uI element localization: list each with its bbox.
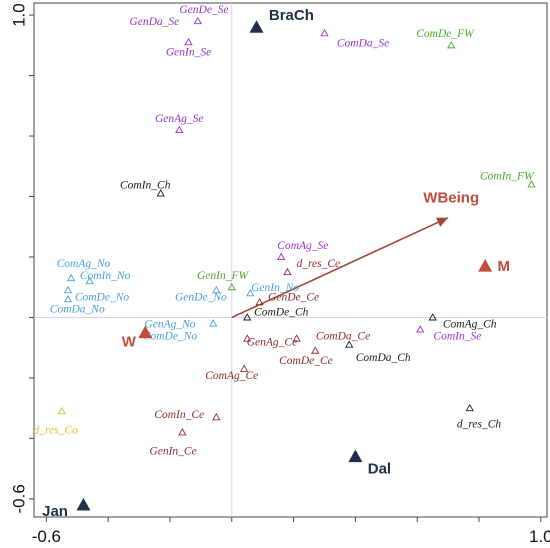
species-label: d_res_Ce [296, 258, 340, 270]
species-label: ComAg_Se [277, 240, 328, 252]
site-marker-dal [348, 449, 363, 463]
vector-arrow-layer: WBeing [231, 190, 479, 319]
species-point-comag-se [277, 252, 286, 260]
species-label: GenIn_No [251, 282, 299, 294]
species-point-comde-fw [447, 41, 456, 49]
site-marker-brach [249, 20, 264, 33]
species-label: GenAg_No [144, 318, 195, 330]
species-label: GenDe_Ce [268, 291, 319, 303]
species-point-gende-ce [255, 298, 264, 306]
species-point-genin-ce [178, 428, 187, 436]
site-markers-layer: BraCh Dal Jan [42, 7, 391, 520]
species-label: ComDa_No [50, 303, 105, 315]
species-point-gende-no [212, 285, 221, 294]
y-tick-label: 1.0 [9, 3, 28, 27]
species-label: ComDe_No [143, 331, 198, 343]
species-label: ComDe_Ce [279, 355, 333, 367]
wbeing-arrow-label: WBeing [423, 190, 479, 207]
species-label: ComAg_No [57, 258, 111, 270]
species-point-gende-se [193, 16, 202, 25]
species-point-genin-se [184, 37, 193, 46]
species-point-comda-ce [292, 334, 301, 342]
species-point-genag-ce [243, 334, 252, 342]
species-label: d_res_Ch [457, 418, 502, 430]
site-label: BraCh [269, 7, 314, 24]
species-point-genag-se [175, 125, 184, 133]
species-point-comda-no [63, 294, 73, 303]
species-point-comde-ce [311, 346, 320, 354]
species-point-comag-no [66, 273, 76, 282]
species-label: ComDe_FW [416, 28, 475, 40]
species-point-comde-ch [243, 313, 252, 321]
species-label: GenDa_Se [129, 16, 179, 28]
species-point-d-res-co [57, 406, 66, 415]
species-label: ComDe_Ch [254, 306, 309, 318]
species-label: GenAg_Se [155, 113, 204, 125]
site-label: Jan [42, 503, 68, 520]
species-point-comag-ch [428, 313, 437, 321]
x-tick-label: -0.6 [32, 527, 61, 546]
species-label: ComDa_Se [337, 37, 389, 49]
species-label: ComDe_No [75, 291, 130, 303]
species-label: ComIn_Ce [154, 409, 204, 421]
species-label: GenIn_Ce [149, 445, 196, 457]
species-label: GenIn_Se [166, 46, 211, 58]
plot-frame [33, 2, 548, 518]
species-point-comin-no [85, 276, 94, 285]
y-axis-ticks: 1.0 -0.6 [9, 3, 34, 514]
species-point-genag-no [209, 319, 218, 327]
species-point-comag-ce [239, 364, 249, 372]
species-label: GenIn_FW [197, 270, 250, 282]
species-label: ComIn_FW [480, 170, 535, 182]
species-point-genin-fw [227, 282, 236, 291]
environment-markers-layer: MW [122, 258, 510, 351]
species-label: ComIn_Se [433, 331, 481, 343]
species-label: ComIn_Ch [120, 179, 171, 191]
species-label: d_res_Co [33, 424, 78, 436]
species-point-comin-se [416, 325, 425, 333]
y-tick-label: -0.6 [9, 484, 28, 513]
species-point-comda-se [320, 28, 329, 37]
species-label: ComDa_Ce [316, 331, 370, 343]
species-point-d-res-ce [283, 267, 292, 276]
species-point-comin-fw [527, 180, 536, 188]
species-point-comin-ch [156, 189, 165, 197]
wbeing-arrow-head [436, 217, 449, 227]
species-label: ComAg_Ch [443, 318, 497, 330]
species-label: ComDa_Ch [356, 352, 411, 364]
species-point-comin-ce [212, 412, 221, 421]
env-label: M [498, 258, 511, 275]
species-point-comda-ch [345, 340, 354, 348]
species-label: GenAg_Ce [247, 337, 297, 349]
env-marker-w [138, 325, 153, 339]
species-label: GenDe_Se [179, 4, 228, 16]
species-label: ComIn_No [80, 270, 131, 282]
wbeing-arrow-shaft [231, 216, 449, 319]
x-axis-ticks: -0.6 1.0 [32, 517, 550, 546]
species-point-comde-no [63, 285, 73, 294]
site-marker-jan [76, 497, 91, 511]
env-marker-m [478, 259, 493, 272]
site-label: Dal [368, 461, 391, 478]
species-label: GenDe_No [175, 291, 227, 303]
species-point-d-res-ch [465, 403, 474, 412]
x-tick-label: 1.0 [529, 527, 550, 546]
env-label: W [122, 334, 137, 351]
species-point-genin-no [246, 288, 255, 297]
species-label: ComAg_Ce [205, 370, 258, 382]
plot-border [33, 2, 548, 518]
